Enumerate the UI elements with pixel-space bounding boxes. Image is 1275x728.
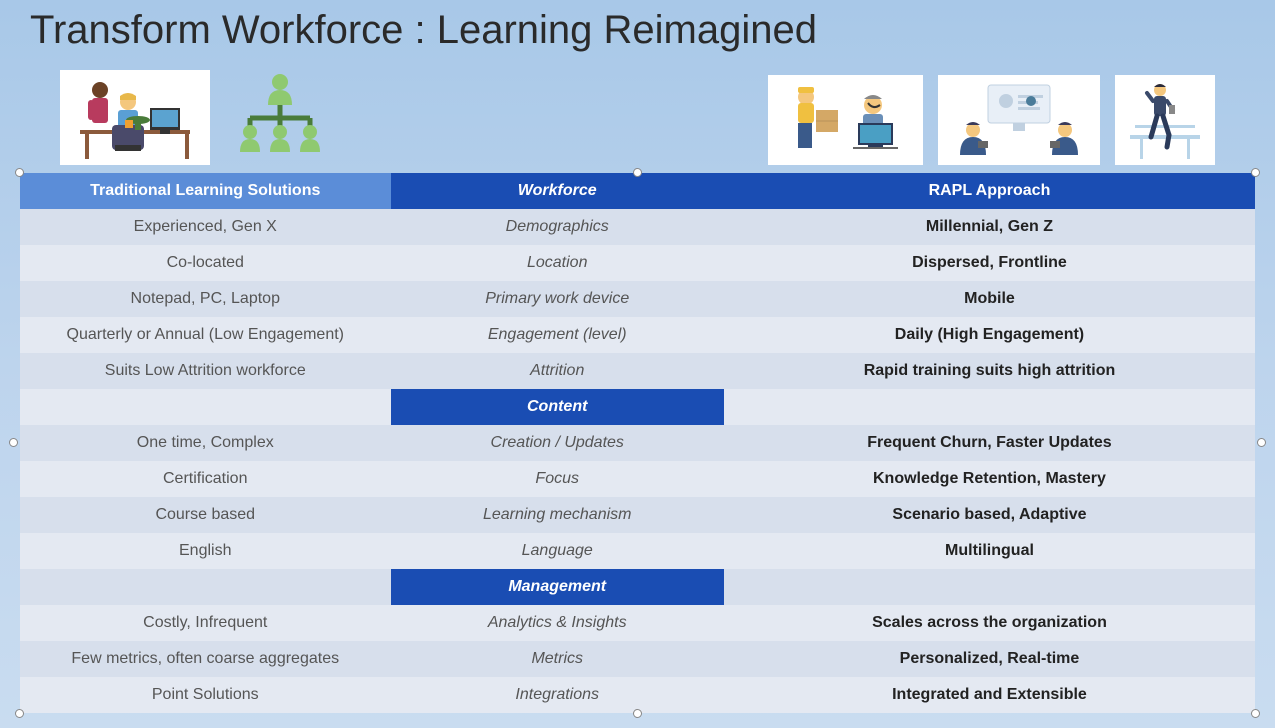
cell-mid: Integrations [391,677,724,713]
cell-left: Certification [20,461,391,497]
cell-empty [20,389,391,425]
cell-right: Personalized, Real-time [724,641,1255,677]
cell-left: Experienced, Gen X [20,209,391,245]
table-row: Quarterly or Annual (Low Engagement) Eng… [20,317,1255,353]
cell-mid: Focus [391,461,724,497]
cell-left: Co-located [20,245,391,281]
cell-left: One time, Complex [20,425,391,461]
table-row: Notepad, PC, Laptop Primary work device … [20,281,1255,317]
section-content: Content [391,389,724,425]
selection-handle-icon[interactable] [633,709,642,718]
cell-right: Knowledge Retention, Mastery [724,461,1255,497]
selection-handle-icon[interactable] [15,709,24,718]
image-office-workers [60,70,210,165]
table-row: Course based Learning mechanism Scenario… [20,497,1255,533]
cell-right: Scales across the organization [724,605,1255,641]
table-row: Certification Focus Knowledge Retention,… [20,461,1255,497]
cell-right: Scenario based, Adaptive [724,497,1255,533]
cell-left: English [20,533,391,569]
table-header-row: Traditional Learning Solutions Workforce… [20,173,1255,209]
cell-mid: Engagement (level) [391,317,724,353]
comparison-table-container: Traditional Learning Solutions Workforce… [20,173,1255,713]
image-remote-meeting [938,75,1100,165]
table-row: Experienced, Gen X Demographics Millenni… [20,209,1255,245]
table-row: English Language Multilingual [20,533,1255,569]
header-workforce: Workforce [391,173,724,209]
selection-handle-icon[interactable] [1251,168,1260,177]
cell-mid: Location [391,245,724,281]
image-walking-person [1115,75,1215,165]
cell-left: Quarterly or Annual (Low Engagement) [20,317,391,353]
selection-handle-icon[interactable] [1251,709,1260,718]
selection-handle-icon[interactable] [9,438,18,447]
cell-empty [724,569,1255,605]
cell-left: Suits Low Attrition workforce [20,353,391,389]
table-row: Costly, Infrequent Analytics & Insights … [20,605,1255,641]
table-row: Suits Low Attrition workforce Attrition … [20,353,1255,389]
cell-right: Frequent Churn, Faster Updates [724,425,1255,461]
table-row: Point Solutions Integrations Integrated … [20,677,1255,713]
slide-title: Transform Workforce : Learning Reimagine… [0,0,1275,63]
table-row: One time, Complex Creation / Updates Fre… [20,425,1255,461]
cell-mid: Analytics & Insights [391,605,724,641]
comparison-table: Traditional Learning Solutions Workforce… [20,173,1255,713]
cell-right: Rapid training suits high attrition [724,353,1255,389]
selection-handle-icon[interactable] [1257,438,1266,447]
cell-empty [724,389,1255,425]
cell-left: Costly, Infrequent [20,605,391,641]
cell-right: Dispersed, Frontline [724,245,1255,281]
image-delivery-worker [768,75,923,165]
cell-mid: Demographics [391,209,724,245]
images-row [0,63,1275,173]
cell-right: Millennial, Gen Z [724,209,1255,245]
selection-handle-icon[interactable] [15,168,24,177]
cell-left: Notepad, PC, Laptop [20,281,391,317]
cell-left: Point Solutions [20,677,391,713]
header-rapl: RAPL Approach [724,173,1255,209]
cell-mid: Creation / Updates [391,425,724,461]
header-traditional: Traditional Learning Solutions [20,173,391,209]
cell-left: Course based [20,497,391,533]
section-management: Management [391,569,724,605]
section-content-row: Content [20,389,1255,425]
cell-right: Integrated and Extensible [724,677,1255,713]
cell-right: Mobile [724,281,1255,317]
cell-right: Daily (High Engagement) [724,317,1255,353]
selection-handle-icon[interactable] [633,168,642,177]
cell-mid: Learning mechanism [391,497,724,533]
cell-mid: Primary work device [391,281,724,317]
cell-right: Multilingual [724,533,1255,569]
table-row: Few metrics, often coarse aggregates Met… [20,641,1255,677]
section-management-row: Management [20,569,1255,605]
cell-mid: Language [391,533,724,569]
table-row: Co-located Location Dispersed, Frontline [20,245,1255,281]
cell-mid: Attrition [391,353,724,389]
cell-left: Few metrics, often coarse aggregates [20,641,391,677]
image-org-hierarchy-icon [230,70,330,165]
cell-empty [20,569,391,605]
cell-mid: Metrics [391,641,724,677]
